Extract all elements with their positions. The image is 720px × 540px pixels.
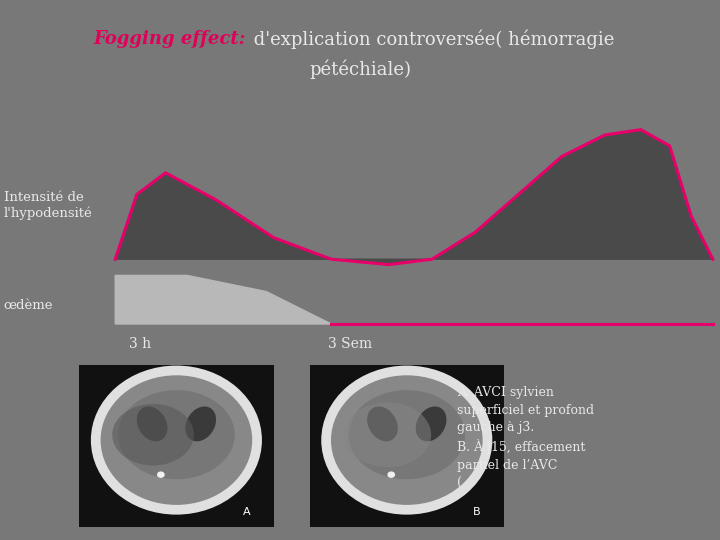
Ellipse shape bbox=[101, 375, 252, 505]
Ellipse shape bbox=[348, 390, 465, 480]
Ellipse shape bbox=[415, 407, 446, 441]
Ellipse shape bbox=[367, 407, 398, 441]
Bar bbox=[310, 364, 504, 526]
Ellipse shape bbox=[91, 366, 262, 515]
Polygon shape bbox=[115, 130, 713, 265]
Bar bbox=[79, 364, 274, 526]
Text: Fogging effect:: Fogging effect: bbox=[94, 30, 246, 48]
Ellipse shape bbox=[331, 375, 482, 505]
Polygon shape bbox=[115, 275, 331, 324]
Text: A: A bbox=[243, 507, 251, 517]
Text: 3 h: 3 h bbox=[130, 338, 151, 352]
Ellipse shape bbox=[343, 402, 431, 467]
Text: B: B bbox=[473, 507, 481, 517]
Text: Intensité de
l'hypodensité: Intensité de l'hypodensité bbox=[4, 191, 92, 219]
Text: œdème: œdème bbox=[4, 299, 53, 312]
Ellipse shape bbox=[321, 366, 492, 515]
Ellipse shape bbox=[185, 407, 216, 441]
Text: A. AVCI sylvien
superficiel et profond
gauche à j3.
B. À j15, effacement
partiel: A. AVCI sylvien superficiel et profond g… bbox=[457, 386, 594, 489]
Ellipse shape bbox=[118, 390, 235, 480]
Text: d'explication controversée( hémorragie: d'explication controversée( hémorragie bbox=[248, 30, 615, 49]
Ellipse shape bbox=[137, 407, 168, 441]
Text: 3 Sem: 3 Sem bbox=[328, 338, 372, 352]
Ellipse shape bbox=[157, 471, 165, 478]
Ellipse shape bbox=[387, 471, 395, 478]
Text: pétéchiale): pétéchiale) bbox=[309, 59, 411, 79]
Ellipse shape bbox=[112, 404, 194, 465]
